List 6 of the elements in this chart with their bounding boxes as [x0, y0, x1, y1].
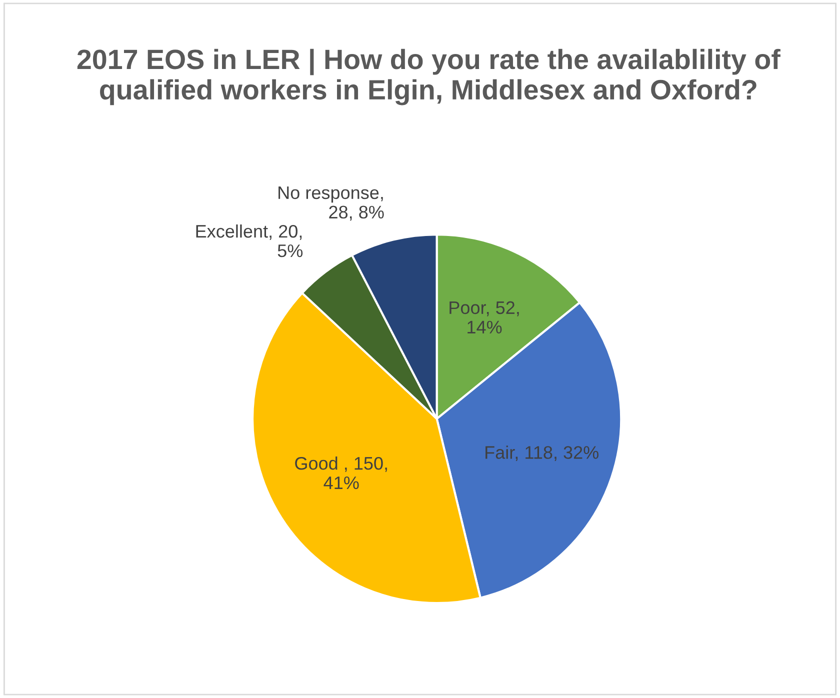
data-label: Poor, 52, 14% — [450, 301, 519, 334]
data-label: Excellent, 20, 5% — [196, 224, 303, 258]
data-label: No response, 28, 8% — [278, 186, 384, 221]
chart-title: 2017 EOS in LER | How do you rate the availablility of qualified workers in Elgin, Middlesex and Oxford? — [77, 48, 780, 106]
data-label: Good , 150, 41% — [295, 456, 387, 490]
data-label: Fair, 118, 32% — [486, 446, 599, 462]
